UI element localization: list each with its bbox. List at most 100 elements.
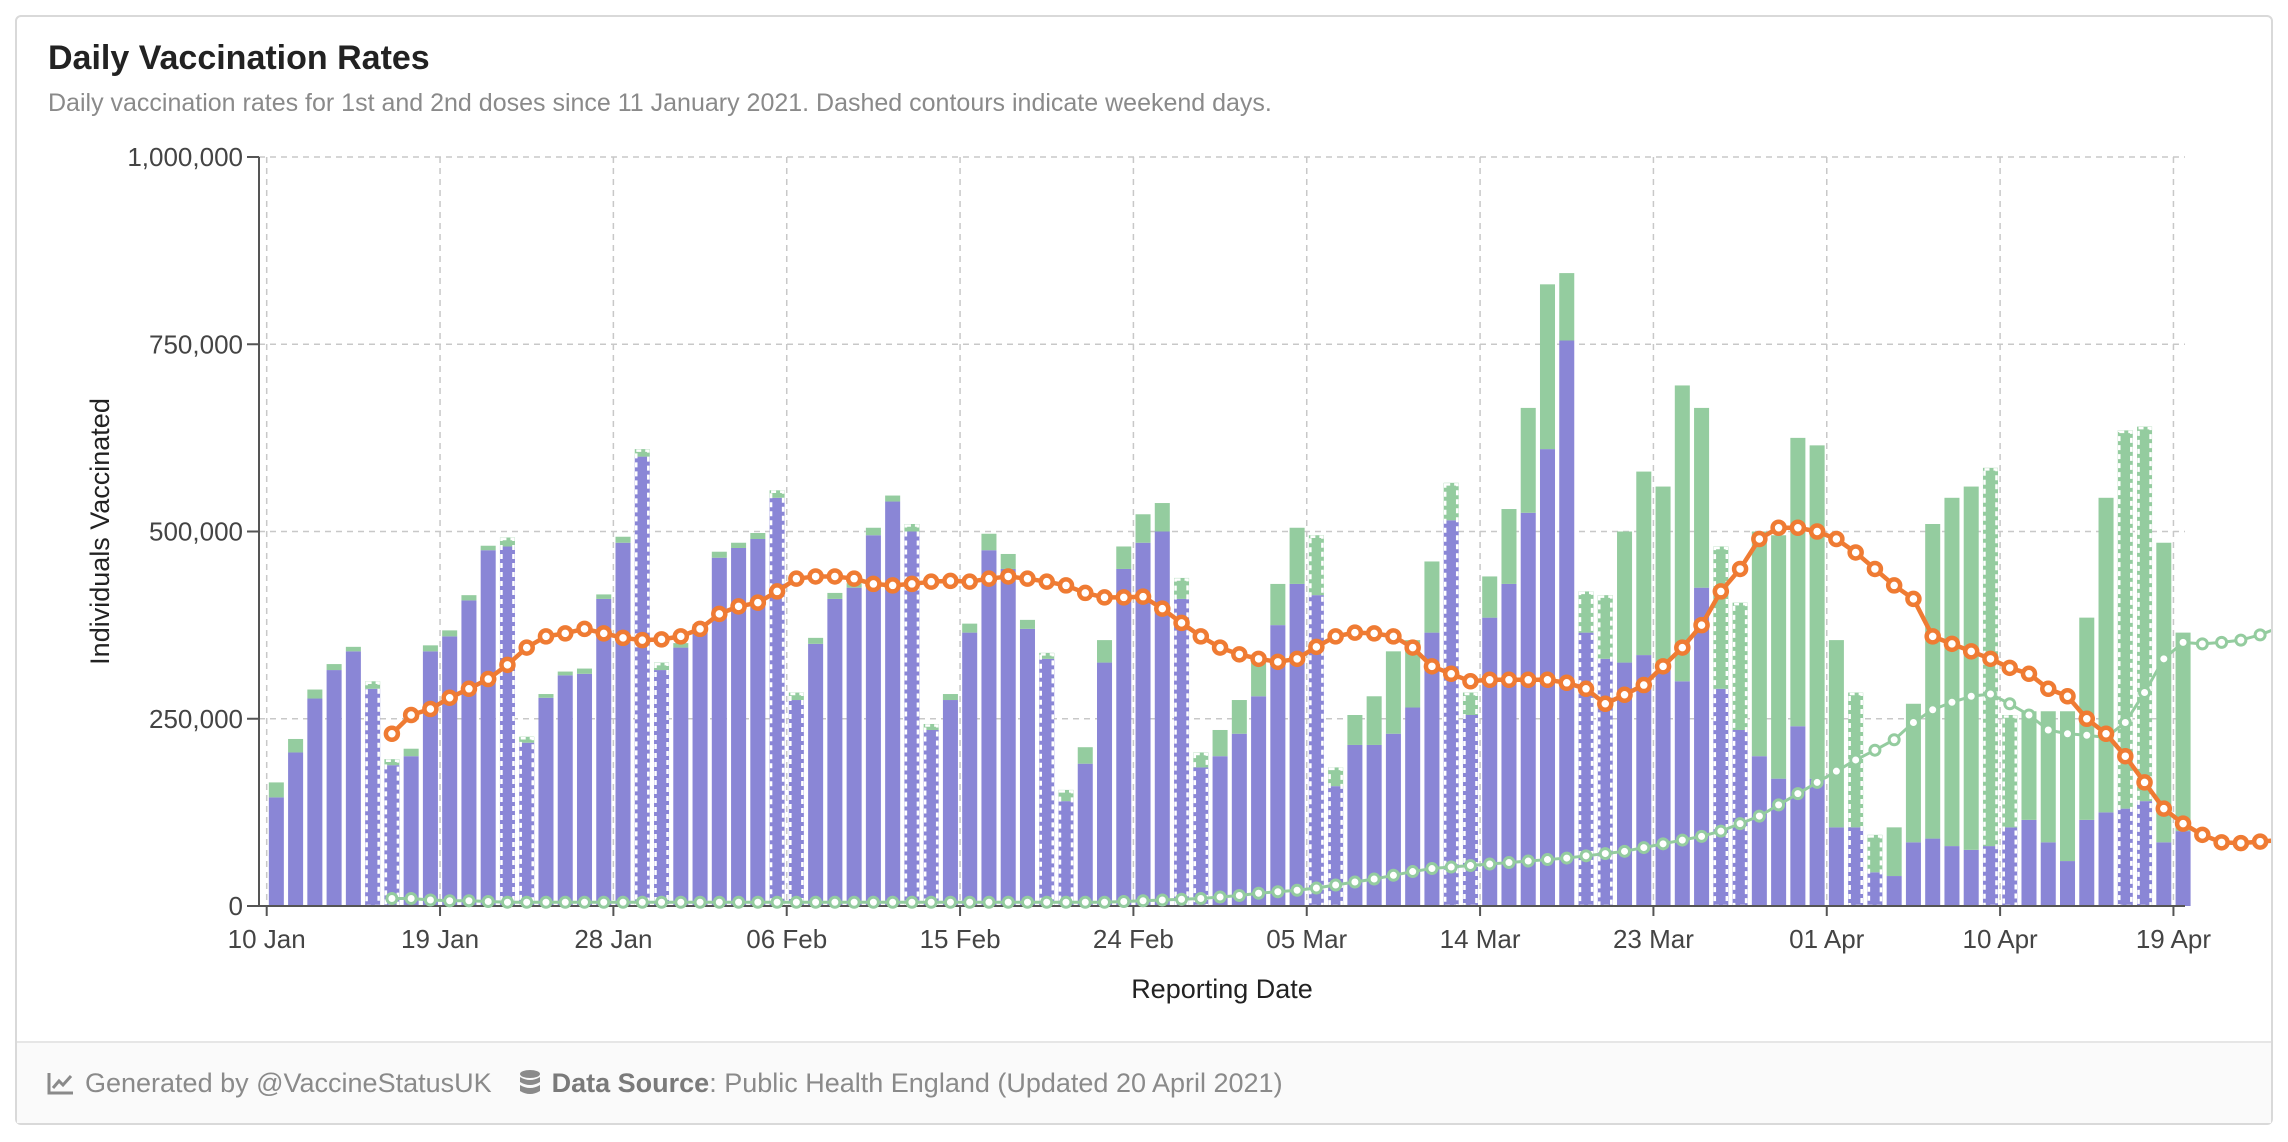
x-tick-label: 05 Mar xyxy=(1266,924,1347,954)
avg-first-dose-point xyxy=(2040,680,2057,698)
avg-second-dose-point xyxy=(1714,824,1728,838)
avg-first-dose-point xyxy=(1423,658,1441,675)
avg-first-dose-point xyxy=(1154,600,1171,617)
avg-second-dose-point xyxy=(2003,697,2017,711)
bar-second-dose xyxy=(596,594,612,599)
avg-second-dose-point xyxy=(385,892,399,906)
bar-first-dose xyxy=(1212,756,1228,906)
avg-first-dose-point xyxy=(1597,695,1614,713)
avg-first-dose-point xyxy=(1134,588,1152,605)
bar-second-dose xyxy=(1039,652,1055,659)
avg-first-dose-point xyxy=(1654,658,1672,675)
avg-first-dose-point xyxy=(1288,650,1306,668)
weekend-outline xyxy=(1867,835,1883,908)
bar-first-dose xyxy=(962,632,978,906)
bar-second-dose xyxy=(557,671,573,676)
avg-second-dose-point xyxy=(1271,885,1285,899)
avg-second-dose-point xyxy=(1098,895,1112,909)
bar-second-dose xyxy=(1000,553,1016,569)
x-tick-label: 14 Mar xyxy=(1440,924,1521,954)
chart-subtitle: Daily vaccination rates for 1st and 2nd … xyxy=(48,89,1272,117)
avg-first-dose-point xyxy=(1982,650,1999,668)
y-tick-label: 750,000 xyxy=(149,329,243,359)
bar-first-dose xyxy=(2079,819,2095,906)
bar-first-dose xyxy=(499,546,515,906)
bar-second-dose xyxy=(1251,662,1267,697)
avg-second-dose-point xyxy=(1887,733,1901,747)
avg-second-dose-point xyxy=(1752,809,1766,823)
bar-first-dose xyxy=(1308,595,1324,906)
bar-second-dose xyxy=(1405,640,1421,708)
avg-first-dose-point xyxy=(749,594,767,611)
bar-second-dose xyxy=(1174,577,1190,599)
avg-second-dose-point xyxy=(1733,817,1747,831)
avg-second-dose-point xyxy=(1059,895,1073,909)
avg-first-dose-point xyxy=(1789,519,1807,537)
avg-second-dose-point xyxy=(770,895,784,909)
bar-first-dose xyxy=(2175,831,2191,906)
avg-first-dose-point xyxy=(826,568,844,585)
generated-by[interactable]: Generated by @VaccineStatusUK xyxy=(47,1068,492,1099)
avg-second-dose-point xyxy=(1695,829,1709,843)
chart-title: Daily Vaccination Rates xyxy=(48,39,430,77)
avg-first-dose-point xyxy=(441,689,458,707)
avg-second-dose-point xyxy=(1483,857,1497,871)
bar-first-dose xyxy=(615,542,631,906)
x-axis-label: Reporting Date xyxy=(1131,974,1313,1004)
bar-first-dose xyxy=(981,550,997,906)
bar-second-dose xyxy=(1886,827,1902,877)
avg-first-dose-point xyxy=(961,573,978,590)
avg-second-dose-point xyxy=(423,893,437,907)
avg-first-dose-point xyxy=(402,706,420,724)
avg-second-dose-point xyxy=(963,895,977,909)
bar-second-dose xyxy=(1751,531,1767,757)
bar-first-dose xyxy=(1848,827,1864,906)
avg-first-dose-point xyxy=(2232,834,2250,852)
bar-first-dose xyxy=(2021,819,2037,906)
avg-second-dose-point xyxy=(1579,849,1593,863)
avg-first-dose-point xyxy=(422,700,439,718)
avg-second-dose-line xyxy=(391,629,2271,904)
y-tick-label: 1,000,000 xyxy=(127,142,243,172)
avg-second-dose-point xyxy=(2022,708,2036,722)
generated-by-text: Generated by @VaccineStatusUK xyxy=(85,1067,492,1098)
avg-first-dose-point xyxy=(1442,665,1460,683)
bar-first-dose xyxy=(1231,733,1247,906)
avg-first-dose-point xyxy=(518,639,535,656)
avg-second-dose-point xyxy=(443,894,457,908)
footer: Generated by @VaccineStatusUK Data Sourc… xyxy=(17,1041,2271,1123)
avg-second-dose-point xyxy=(2195,637,2209,651)
bar-first-dose xyxy=(1347,744,1363,906)
avg-second-dose-point xyxy=(1791,787,1805,801)
bar-first-dose xyxy=(326,670,342,906)
avg-first-dose-point xyxy=(2097,725,2115,742)
bar-first-dose xyxy=(1982,846,1998,906)
avg-first-dose-point xyxy=(556,625,574,642)
y-tick-label: 0 xyxy=(229,891,243,921)
avg-second-dose-point xyxy=(616,895,630,909)
avg-first-dose-point xyxy=(807,568,824,585)
avg-first-dose-point xyxy=(2155,800,2173,817)
avg-first-dose-point xyxy=(1231,646,1248,663)
bar-second-dose xyxy=(634,449,650,457)
bar-first-dose xyxy=(1405,707,1421,906)
bar-first-dose xyxy=(1655,662,1671,906)
avg-first-dose-point xyxy=(1866,560,1884,578)
bar-second-dose xyxy=(268,782,284,798)
avg-second-dose-point xyxy=(1772,798,1786,812)
bar-second-dose xyxy=(1944,497,1960,847)
bar-second-dose xyxy=(1366,696,1382,745)
avg-first-dose-point xyxy=(576,620,593,638)
bar-first-dose xyxy=(731,547,747,906)
bar-second-dose xyxy=(1636,471,1652,656)
avg-first-dose-point xyxy=(1558,674,1576,692)
bar-second-dose xyxy=(2002,715,2018,828)
avg-first-dose-point xyxy=(460,680,478,698)
avg-second-dose-point xyxy=(1175,892,1189,906)
bar-first-dose xyxy=(1886,876,1902,906)
avg-first-dose-point xyxy=(1943,635,1961,653)
bar-first-dose xyxy=(1963,849,1979,906)
avg-second-dose-point xyxy=(1849,753,1863,767)
bar-first-dose xyxy=(1501,583,1517,906)
avg-first-dose-point xyxy=(1808,523,1826,540)
